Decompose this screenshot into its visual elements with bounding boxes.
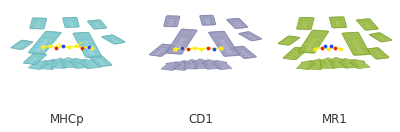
FancyArrow shape (192, 59, 210, 69)
FancyBboxPatch shape (282, 39, 292, 44)
FancyArrow shape (78, 59, 101, 69)
FancyBboxPatch shape (30, 18, 47, 29)
FancyBboxPatch shape (298, 30, 329, 53)
FancyArrow shape (349, 59, 370, 69)
FancyBboxPatch shape (154, 48, 166, 55)
FancyBboxPatch shape (283, 47, 308, 60)
FancyBboxPatch shape (11, 40, 33, 50)
FancyBboxPatch shape (240, 50, 251, 57)
FancyBboxPatch shape (278, 36, 300, 45)
FancyBboxPatch shape (374, 52, 384, 58)
FancyBboxPatch shape (73, 32, 102, 57)
FancyBboxPatch shape (231, 46, 256, 59)
FancyBboxPatch shape (89, 55, 112, 67)
FancyBboxPatch shape (329, 17, 347, 28)
FancyArrow shape (183, 59, 200, 69)
FancyArrow shape (172, 60, 191, 70)
FancyBboxPatch shape (149, 44, 175, 56)
FancyBboxPatch shape (62, 17, 79, 27)
FancyArrow shape (296, 60, 316, 70)
FancyBboxPatch shape (68, 21, 74, 27)
FancyBboxPatch shape (83, 41, 95, 56)
FancyArrow shape (338, 58, 359, 68)
FancyBboxPatch shape (205, 19, 210, 24)
FancyBboxPatch shape (208, 31, 240, 56)
FancyBboxPatch shape (28, 31, 61, 54)
FancyArrow shape (28, 61, 49, 70)
FancyArrow shape (59, 57, 78, 68)
FancyArrow shape (211, 60, 232, 70)
FancyArrow shape (328, 57, 347, 68)
FancyBboxPatch shape (168, 20, 174, 26)
FancyBboxPatch shape (94, 23, 102, 28)
FancyBboxPatch shape (110, 38, 120, 43)
FancyBboxPatch shape (172, 38, 186, 52)
FancyBboxPatch shape (364, 23, 373, 29)
FancyBboxPatch shape (164, 16, 180, 27)
FancyBboxPatch shape (35, 22, 40, 28)
FancyBboxPatch shape (288, 51, 299, 58)
FancyBboxPatch shape (87, 20, 107, 29)
FancyArrow shape (161, 62, 181, 71)
FancyArrow shape (38, 59, 60, 70)
FancyBboxPatch shape (23, 53, 47, 65)
FancyBboxPatch shape (28, 57, 38, 63)
FancyArrow shape (318, 58, 337, 69)
FancyBboxPatch shape (335, 21, 341, 27)
FancyBboxPatch shape (352, 40, 363, 54)
FancyBboxPatch shape (342, 32, 370, 55)
FancyBboxPatch shape (166, 29, 197, 54)
FancyBboxPatch shape (356, 19, 378, 30)
FancyArrow shape (69, 58, 90, 69)
FancyBboxPatch shape (302, 22, 308, 29)
FancyBboxPatch shape (246, 35, 257, 40)
FancyArrow shape (307, 59, 327, 70)
FancyArrow shape (50, 58, 70, 68)
Text: MR1: MR1 (322, 113, 348, 126)
FancyBboxPatch shape (34, 39, 49, 52)
FancyArrow shape (201, 59, 221, 69)
FancyBboxPatch shape (365, 48, 389, 59)
FancyBboxPatch shape (234, 22, 242, 27)
FancyBboxPatch shape (296, 17, 314, 30)
Text: MHCp: MHCp (50, 113, 85, 126)
FancyBboxPatch shape (305, 38, 318, 51)
FancyBboxPatch shape (226, 18, 248, 29)
FancyBboxPatch shape (16, 43, 25, 48)
FancyBboxPatch shape (377, 36, 387, 41)
FancyBboxPatch shape (239, 32, 262, 41)
FancyBboxPatch shape (97, 59, 107, 65)
Text: CD1: CD1 (189, 113, 214, 126)
FancyBboxPatch shape (369, 33, 392, 42)
FancyBboxPatch shape (102, 35, 125, 44)
FancyBboxPatch shape (200, 15, 216, 25)
FancyBboxPatch shape (219, 40, 233, 55)
